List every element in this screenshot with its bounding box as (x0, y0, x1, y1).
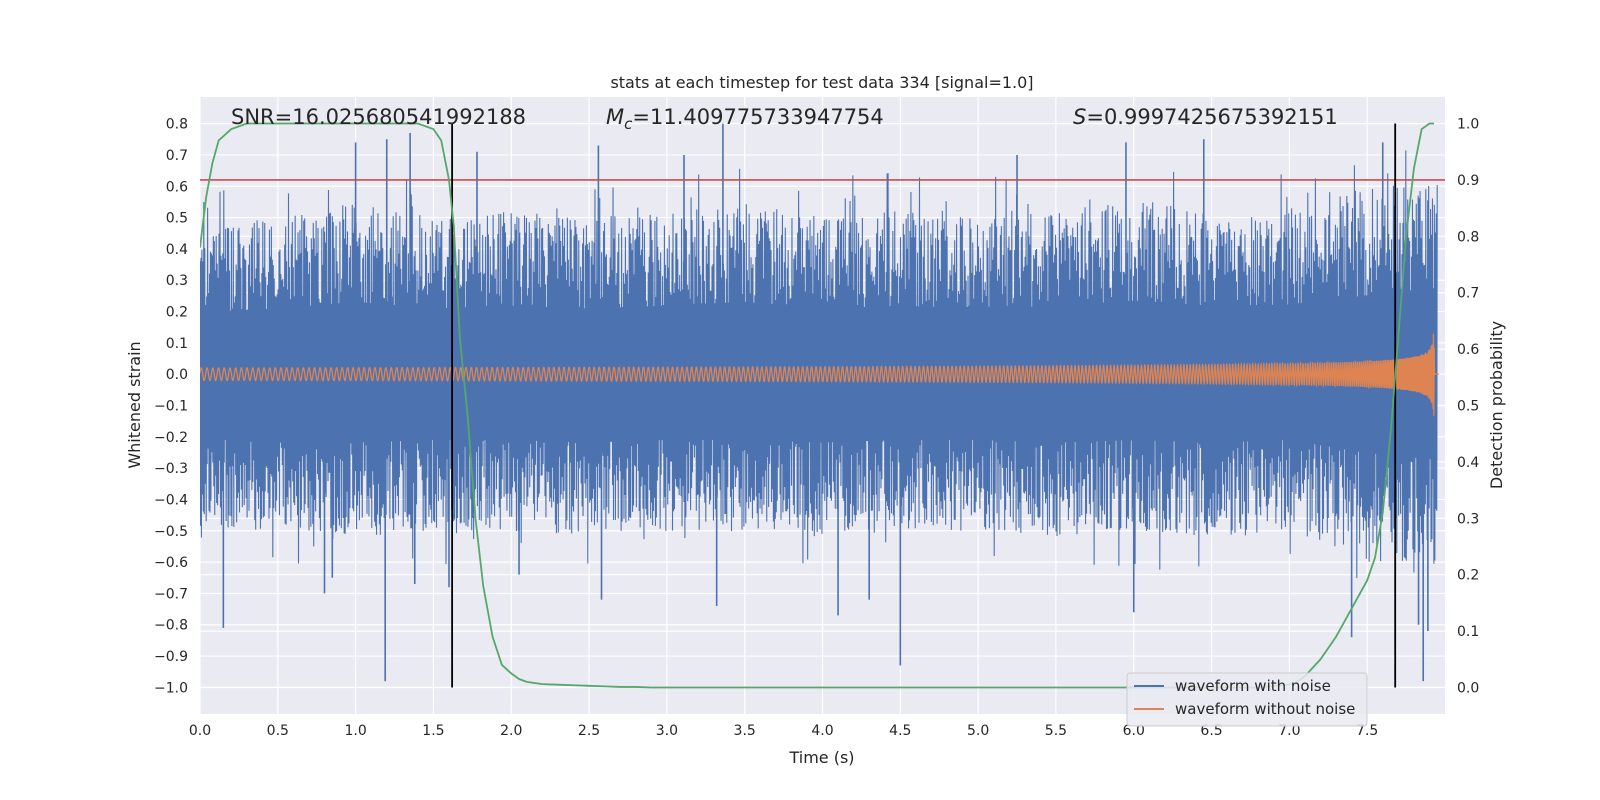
y2-tick-label: 1.0 (1457, 117, 1479, 133)
x-tick-label: 2.0 (500, 723, 522, 739)
y-tick-label: 0.1 (166, 336, 188, 352)
chirp-mass-symbol: M (606, 105, 624, 129)
y-tick-label: 0.3 (166, 273, 188, 289)
x-tick-label: 7.0 (1278, 723, 1300, 739)
y-tick-label: −0.7 (154, 586, 188, 602)
x-tick-label: 6.5 (1200, 723, 1222, 739)
y-tick-label: −0.2 (154, 430, 188, 446)
x-tick-label: 3.5 (734, 723, 756, 739)
x-tick-label: 2.5 (578, 723, 600, 739)
x-axis-label: Time (s) (788, 748, 854, 767)
y2-axis-label: Detection probability (1487, 321, 1506, 489)
chirp-trace (200, 333, 1439, 416)
y-tick-label: −0.1 (154, 399, 188, 415)
y-tick-label: −0.8 (154, 618, 188, 634)
y-tick-label: 0.6 (166, 179, 188, 195)
y2-tick-label: 0.5 (1457, 399, 1479, 415)
plot-area (200, 122, 1445, 689)
y2-tick-label: 0.2 (1457, 568, 1479, 584)
y-tick-label: −0.3 (154, 461, 188, 477)
y2-tick-label: 0.1 (1457, 624, 1479, 640)
x-tick-label: 6.0 (1123, 723, 1145, 739)
y2-axis-ticks: 1.0 0.9 0.8 0.7 0.6 0.5 0.4 0.3 0.2 0.1 0.0 (1457, 117, 1479, 697)
snr-annotation: SNR=16.025680541992188 (231, 105, 526, 129)
y-tick-label: −0.9 (154, 649, 188, 665)
y-tick-label: 0.5 (166, 211, 188, 227)
y2-tick-label: 0.6 (1457, 342, 1479, 358)
x-tick-label: 0.0 (189, 723, 211, 739)
y-tick-label: −1.0 (154, 680, 188, 696)
y2-tick-label: 0.0 (1457, 680, 1479, 696)
y-tick-label: −0.4 (154, 492, 188, 508)
y-tick-label: 0.0 (166, 367, 188, 383)
x-tick-label: 4.0 (811, 723, 833, 739)
y2-tick-label: 0.8 (1457, 229, 1479, 245)
y-tick-label: 0.8 (166, 117, 188, 133)
series-detection-probability (200, 122, 1435, 689)
legend-label-noise: waveform with noise (1175, 677, 1331, 695)
y-tick-label: 0.4 (166, 242, 188, 258)
y-tick-label: −0.6 (154, 555, 188, 571)
x-tick-label: 7.5 (1356, 723, 1378, 739)
x-tick-label: 0.5 (267, 723, 289, 739)
chart-title: stats at each timestep for test data 334… (610, 73, 1033, 92)
legend: waveform with noise waveform without noi… (1126, 672, 1368, 727)
y2-tick-label: 0.3 (1457, 511, 1479, 527)
x-axis-ticks: 0.0 0.5 1.0 1.5 2.0 2.5 3.0 3.5 4.0 4.5 5.0 5.5 6.0 6… (189, 723, 1378, 739)
chirp-mass-subscript: c (624, 115, 633, 133)
score-annotation: S=0.9997425675392151 (1073, 105, 1338, 129)
x-tick-label: 1.0 (344, 723, 366, 739)
y2-tick-label: 0.7 (1457, 286, 1479, 302)
legend-box (1126, 672, 1368, 727)
x-tick-label: 1.5 (422, 723, 444, 739)
series-waveform-without-noise (200, 333, 1439, 416)
score-value: =0.9997425675392151 (1086, 105, 1337, 129)
y2-tick-label: 0.9 (1457, 173, 1479, 189)
y-axis-ticks: 0.8 0.7 0.6 0.5 0.4 0.3 0.2 0.1 0.0 −0.1 −0.2 −0.3 −… (154, 117, 188, 697)
x-tick-label: 4.5 (889, 723, 911, 739)
x-tick-label: 5.0 (967, 723, 989, 739)
y-tick-label: −0.5 (154, 524, 188, 540)
legend-label-clean: waveform without noise (1175, 700, 1355, 718)
chirp-mass-value: =11.409775733947754 (632, 105, 883, 129)
score-symbol: S (1073, 105, 1086, 129)
chirp-mass-annotation: Mc=11.409775733947754 (606, 105, 884, 133)
y-tick-label: 0.7 (166, 148, 188, 164)
x-tick-label: 5.5 (1045, 723, 1067, 739)
y2-tick-label: 0.4 (1457, 455, 1479, 471)
y-axis-label: Whitened strain (125, 341, 144, 468)
x-tick-label: 3.0 (656, 723, 678, 739)
y-tick-label: 0.2 (166, 305, 188, 321)
probability-trace (200, 122, 1435, 689)
